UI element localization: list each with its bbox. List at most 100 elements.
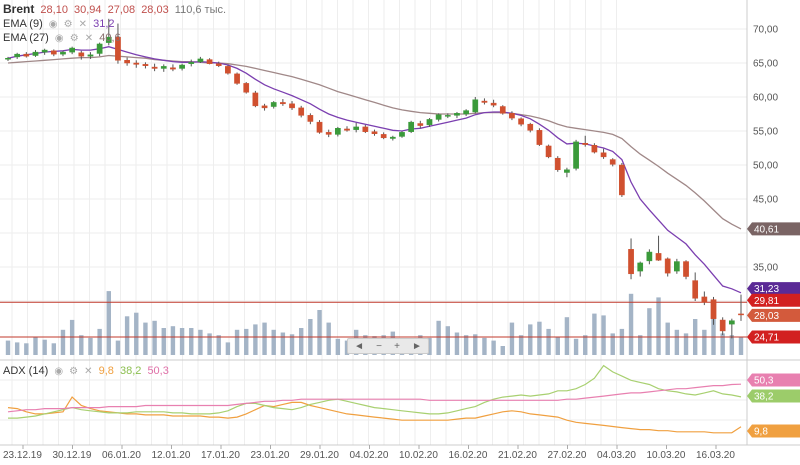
- time-tick-label: 06.01.20: [102, 450, 141, 461]
- candle-body: [701, 296, 708, 303]
- candle-body: [371, 131, 378, 134]
- time-tick-label: 10.03.20: [647, 450, 686, 461]
- close-icon[interactable]: ✕: [84, 366, 93, 377]
- eye-icon[interactable]: ◉: [54, 366, 64, 377]
- adx-value-1: 9,8: [98, 365, 114, 377]
- level2-price-badge-shape: [747, 330, 800, 344]
- candle-body: [142, 64, 149, 66]
- ema27-label: EMA (27): [3, 32, 49, 44]
- volume-bar: [262, 322, 267, 355]
- candle-body: [307, 115, 314, 122]
- candle-body: [573, 141, 579, 169]
- adx-pink-badge: 50,3: [747, 373, 800, 387]
- candle-body: [609, 159, 616, 165]
- zoom-in-button[interactable]: +: [394, 340, 400, 352]
- candle-body: [637, 262, 644, 272]
- volume-bar: [88, 337, 93, 355]
- volume-value: 110,6 тыс.: [174, 4, 227, 16]
- open-value: 28,10: [40, 4, 68, 16]
- volume-bar: [207, 333, 212, 355]
- eye-icon[interactable]: ◉: [54, 33, 64, 44]
- volume-bar: [134, 312, 139, 355]
- volume-bar: [335, 338, 341, 355]
- candle-body: [69, 47, 75, 53]
- symbol-label: Brent: [3, 2, 35, 16]
- high-value: 30,94: [74, 4, 102, 16]
- candle-body: [490, 102, 497, 106]
- candle-body: [179, 64, 185, 69]
- candle-body: [270, 102, 277, 107]
- adx-orange-line: [7, 396, 742, 434]
- volume-bar: [33, 337, 38, 355]
- candle-body: [719, 319, 726, 332]
- adx-green-badge-text: 38,2: [754, 392, 774, 403]
- volume-bar: [665, 322, 670, 355]
- volume-bar: [253, 324, 258, 355]
- close-icon[interactable]: ✕: [78, 19, 88, 30]
- price-tick-label: 65,00: [753, 59, 778, 70]
- volume-bar: [280, 332, 286, 355]
- candle-body: [664, 258, 671, 274]
- close-icon[interactable]: ✕: [84, 33, 94, 44]
- volume-bar: [619, 328, 625, 355]
- candle-body: [206, 59, 213, 64]
- adx-green-badge-shape: [747, 389, 800, 403]
- ema27-value: 40,6: [99, 32, 121, 44]
- volume-bar: [161, 328, 166, 355]
- volume-bar: [473, 334, 478, 355]
- volume-bar: [198, 329, 203, 355]
- ema27-price-badge: 40,61: [747, 222, 800, 236]
- eye-icon[interactable]: ◉: [48, 19, 58, 30]
- volume-bar: [528, 324, 533, 355]
- scroll-right-button[interactable]: ►: [412, 340, 422, 352]
- candle-body: [325, 132, 332, 135]
- candle-body: [96, 43, 103, 54]
- candle-body: [545, 145, 552, 158]
- volume-bar: [299, 328, 304, 355]
- candle-body: [5, 57, 11, 60]
- volume-bar: [592, 313, 597, 355]
- candle-body: [472, 99, 479, 113]
- candle-body: [261, 105, 268, 109]
- volume-bar: [454, 332, 460, 355]
- adx-green-line: [8, 364, 742, 419]
- volume-bar: [51, 343, 57, 355]
- ema27-line: [7, 54, 742, 230]
- gear-icon[interactable]: ⚙: [69, 33, 79, 44]
- time-tick-label: 29.01.20: [300, 450, 339, 461]
- scroll-left-button[interactable]: ◄: [354, 340, 364, 352]
- candle-body: [87, 54, 94, 57]
- candle-body: [225, 66, 231, 74]
- candle-body: [151, 66, 158, 69]
- volume-bar: [326, 322, 331, 355]
- gear-icon[interactable]: ⚙: [63, 19, 73, 30]
- candle-body: [554, 157, 561, 171]
- volume-bar: [427, 337, 432, 355]
- last-price-badge: 28,03: [747, 308, 800, 322]
- volume-bar: [216, 335, 221, 355]
- volume-bar: [546, 328, 551, 355]
- time-tick-label: 30.12.19: [53, 450, 92, 461]
- zoom-out-button[interactable]: −: [376, 340, 382, 352]
- volume-bar: [729, 335, 735, 355]
- adx-orange-badge-text: 9,8: [754, 427, 768, 438]
- volume-bar: [79, 335, 84, 355]
- volume-bar: [500, 346, 505, 355]
- candle-body: [463, 110, 469, 115]
- ema9-price-badge-text: 31,23: [754, 284, 779, 295]
- volume-bar: [189, 328, 194, 355]
- candle-body: [619, 164, 625, 196]
- gear-icon[interactable]: ⚙: [69, 366, 79, 377]
- candle-body: [234, 73, 240, 84]
- candle-body: [215, 63, 222, 66]
- volume-bar: [14, 342, 20, 355]
- volume-bar: [436, 320, 441, 355]
- volume-bar: [711, 317, 716, 355]
- price-tick-label: 70,00: [753, 25, 778, 36]
- candle-body: [243, 83, 250, 93]
- volume-bar: [720, 333, 725, 355]
- candle-body: [298, 107, 305, 116]
- candle-body: [564, 169, 570, 173]
- adx-legend: ADX (14) ◉ ⚙ ✕ 9,8 38,2 50,3: [3, 365, 172, 377]
